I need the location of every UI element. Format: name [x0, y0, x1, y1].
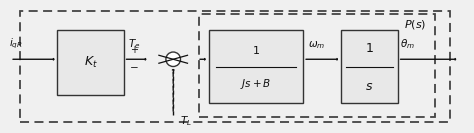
Text: +: + — [130, 45, 138, 55]
Ellipse shape — [166, 52, 181, 66]
Text: $P(s)$: $P(s)$ — [404, 18, 426, 31]
Text: $i_{qR}$: $i_{qR}$ — [9, 37, 23, 51]
Bar — [19, 11, 450, 122]
Text: $\omega_m$: $\omega_m$ — [308, 40, 325, 51]
Bar — [199, 14, 436, 117]
Text: $\theta_m$: $\theta_m$ — [400, 38, 415, 51]
Text: $Js+B$: $Js+B$ — [240, 77, 272, 91]
Bar — [57, 30, 124, 95]
Text: $T_L$: $T_L$ — [180, 114, 192, 128]
Text: 1: 1 — [365, 42, 373, 55]
Bar — [209, 30, 303, 103]
Text: $s$: $s$ — [365, 80, 374, 93]
Text: 1: 1 — [252, 46, 259, 56]
Text: $T_e$: $T_e$ — [128, 38, 141, 51]
Text: −: − — [130, 63, 138, 73]
Text: $K_t$: $K_t$ — [83, 55, 98, 70]
Bar — [341, 30, 398, 103]
